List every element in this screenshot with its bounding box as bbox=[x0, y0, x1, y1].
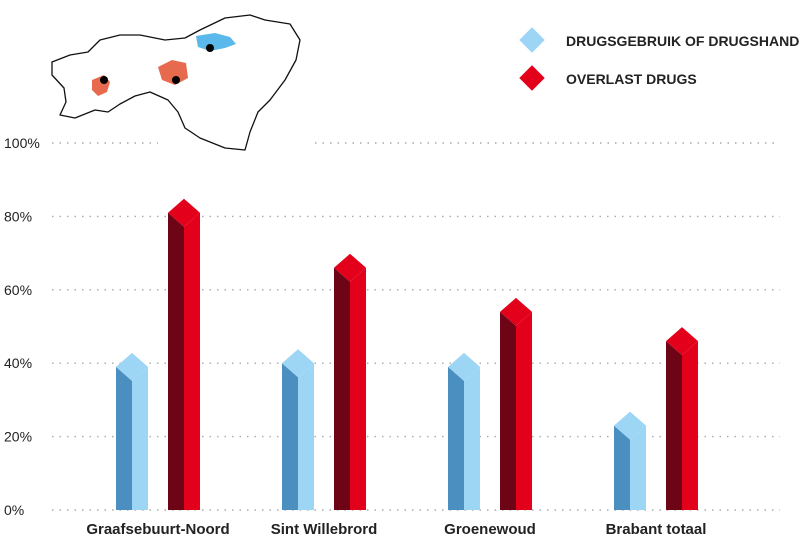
bar-shade-face bbox=[168, 212, 184, 511]
legend-label-series-0: DRUGSGEBRUIK OF DRUGSHANDEL bbox=[566, 33, 800, 49]
bar-cap bbox=[448, 352, 480, 381]
bar-shade-face bbox=[666, 341, 682, 510]
bar bbox=[666, 327, 698, 510]
legend-swatch-series-1 bbox=[519, 65, 545, 91]
bar-cap bbox=[116, 352, 148, 381]
bar-light-face bbox=[298, 363, 314, 510]
map-region-groenewoud bbox=[158, 60, 188, 85]
y-tick-label: 100% bbox=[4, 135, 40, 151]
x-tick-label: Groenewoud bbox=[444, 521, 536, 538]
map-marker bbox=[100, 76, 108, 84]
bar-shade-face bbox=[614, 425, 630, 510]
bar-shade-face bbox=[334, 267, 350, 510]
bar bbox=[448, 352, 480, 510]
bar-cap bbox=[614, 411, 646, 440]
bar-shade-face bbox=[500, 311, 516, 510]
legend-label-series-1: OVERLAST DRUGS bbox=[566, 71, 697, 87]
x-tick-label: Brabant totaal bbox=[606, 521, 707, 538]
bar-shade-face bbox=[116, 366, 132, 510]
bar-cap bbox=[334, 253, 366, 282]
bar-cap bbox=[666, 327, 698, 356]
y-tick-label: 60% bbox=[4, 282, 32, 298]
x-axis: Graafsebuurt-Noord Sint Willebrord Groenew… bbox=[86, 521, 706, 538]
x-tick-label: Graafsebuurt-Noord bbox=[86, 521, 229, 538]
bar bbox=[282, 349, 314, 510]
x-tick-label: Sint Willebrord bbox=[271, 521, 378, 538]
y-axis: 0% 20% 40% 60% 80% 100% bbox=[4, 135, 40, 518]
bar-cap bbox=[500, 297, 532, 326]
inset-map bbox=[51, 14, 301, 151]
bar-light-face bbox=[682, 341, 698, 510]
bar-cap bbox=[282, 349, 314, 378]
y-tick-label: 0% bbox=[4, 502, 24, 518]
bar-light-face bbox=[630, 425, 646, 510]
legend: DRUGSGEBRUIK OF DRUGSHANDEL OVERLAST DRU… bbox=[519, 27, 800, 91]
y-tick-label: 20% bbox=[4, 429, 32, 445]
map-region-graafsebuurt bbox=[196, 33, 236, 51]
bar-light-face bbox=[464, 366, 480, 510]
bar-shade-face bbox=[448, 366, 464, 510]
bar bbox=[614, 411, 646, 510]
bar-light-face bbox=[516, 311, 532, 510]
bars bbox=[116, 198, 698, 511]
bar-light-face bbox=[350, 267, 366, 510]
y-tick-label: 80% bbox=[4, 208, 32, 224]
bar bbox=[168, 198, 200, 511]
bar-light-face bbox=[184, 212, 200, 511]
bar-cap bbox=[168, 198, 200, 227]
map-marker bbox=[172, 76, 180, 84]
bar-light-face bbox=[132, 366, 148, 510]
bar bbox=[500, 297, 532, 510]
map-marker bbox=[206, 44, 214, 52]
bar-shade-face bbox=[282, 363, 298, 510]
y-tick-label: 40% bbox=[4, 355, 32, 371]
bar bbox=[334, 253, 366, 510]
bar bbox=[116, 352, 148, 510]
legend-swatch-series-0 bbox=[519, 27, 545, 53]
